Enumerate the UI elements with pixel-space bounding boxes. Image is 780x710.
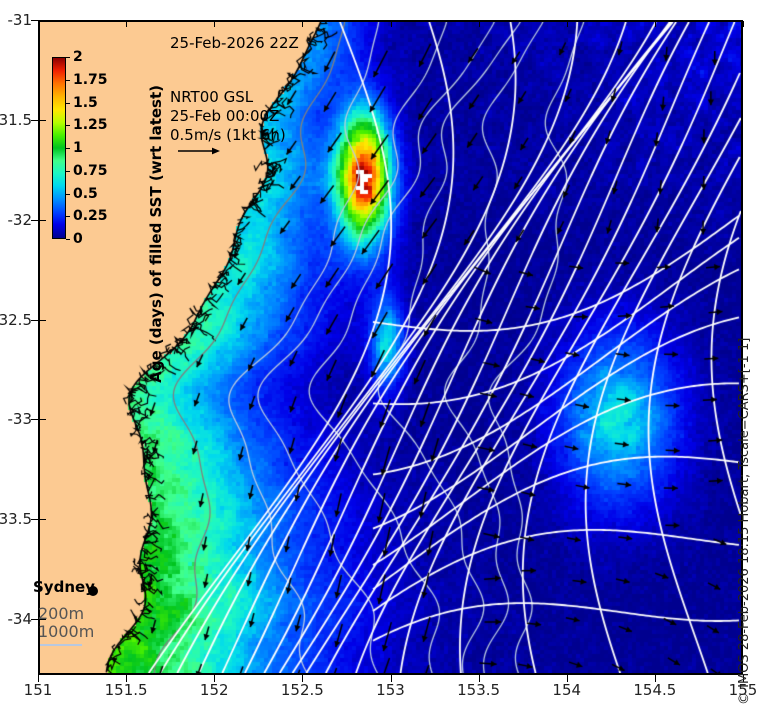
y-axis-label: -32.5 [0,310,32,329]
x-axis-tick-top [654,21,656,27]
y-axis-tick [31,619,38,621]
x-axis-tick [478,675,480,682]
colorbar-tick-label: 0.25 [73,208,108,225]
colorbar-tick [66,125,70,127]
x-axis-tick [566,675,568,682]
x-axis-tick-top [126,21,128,27]
depth-1000m-line-sample [40,644,82,646]
x-axis-label: 152.5 [280,681,324,699]
x-axis-label: 154 [552,681,582,699]
y-axis-label: -32 [7,210,33,229]
x-axis-label: 153.5 [457,681,501,699]
x-axis-tick [743,675,744,682]
colorbar-tick [66,57,70,58]
y-axis-tick [31,20,38,21]
y-axis-tick-inner [40,519,46,521]
x-axis-tick [302,675,304,682]
x-axis-tick [214,675,216,682]
y-axis-tick-inner [40,619,46,621]
x-axis-tick-top [390,21,392,27]
y-axis-tick-inner [40,219,46,221]
colorbar-tick [66,79,70,81]
y-axis-label: -33.5 [0,510,32,529]
x-axis-label: 151 [23,681,53,699]
y-axis-label: -33 [7,410,33,429]
vector-time-label: 25-Feb 00:00Z [170,106,280,125]
colorbar-tick-label: 0.5 [73,185,98,202]
city-dot-marker-icon [88,586,98,596]
y-axis-label: -31.5 [0,110,32,129]
colorbar-tick-label: 1.75 [73,71,108,88]
x-axis-tick [38,675,39,682]
colorbar-tick-label: 0.75 [73,162,108,179]
y-axis-label: -34 [7,610,33,629]
y-axis-tick [31,519,38,521]
x-axis-label: 152 [199,681,229,699]
x-axis-tick [126,675,128,682]
x-axis-tick-top [478,21,480,27]
colorbar-tick-label: 0 [73,231,83,247]
vector-source-label: NRT00 GSL [170,88,254,106]
credit-attribution: © IMOS 28-Feb-2026 18:15 Hobart; Tscale=… [737,337,752,705]
y-axis-tick [31,419,38,421]
colorbar-tick-label: 2 [73,49,83,65]
x-axis-tick-top [38,21,39,27]
depth-1000m-label: 1000m [38,622,95,641]
colorbar-tick-label: 1 [73,140,83,156]
depth-200m-label: 200m [38,604,85,623]
vector-info-annotation: NRT00 GSL 25-Feb 00:00Z 0.5m/s (1kt 6h) [170,88,286,145]
x-axis-label: 153 [376,681,405,699]
x-axis-label: 151.5 [104,681,148,699]
sst-age-heatmap-canvas [40,22,741,673]
colorbar-title: Age (days) of filled SST (wrt latest) [147,85,165,383]
colorbar-tick [66,148,70,149]
y-axis-tick [31,119,38,121]
colorbar-tick [66,102,70,104]
datestamp-annotation: 25-Feb-2026 22Z [170,34,299,52]
y-axis-label: -31 [7,11,33,29]
colorbar-tick [66,239,70,240]
colorbar-tick-label: 1.25 [73,117,108,134]
colorbar-tick [66,216,70,218]
x-axis-label: 155 [728,681,758,699]
y-axis-tick [31,219,38,221]
x-axis-label: 154.5 [633,681,677,699]
y-axis-tick-inner [40,20,46,21]
reference-vector-arrow-icon [178,147,220,155]
y-axis-tick-inner [40,319,46,321]
x-axis-tick-top [743,21,744,27]
colorbar-gradient [52,57,66,239]
y-axis-tick [31,319,38,321]
colorbar-tick [66,170,70,172]
map-plot-area [38,20,743,675]
vector-scale-label: 0.5m/s (1kt 6h) [170,125,286,144]
x-axis-tick [390,675,392,682]
x-axis-tick [654,675,656,682]
colorbar-tick-label: 1.5 [73,94,98,111]
x-axis-tick-top [566,21,568,27]
sydney-city-label: Sydney [33,578,95,596]
x-axis-tick-top [214,21,216,27]
x-axis-tick-top [302,21,304,27]
y-axis-tick-inner [40,419,46,421]
y-axis-tick-inner [40,119,46,121]
colorbar-tick [66,193,70,195]
